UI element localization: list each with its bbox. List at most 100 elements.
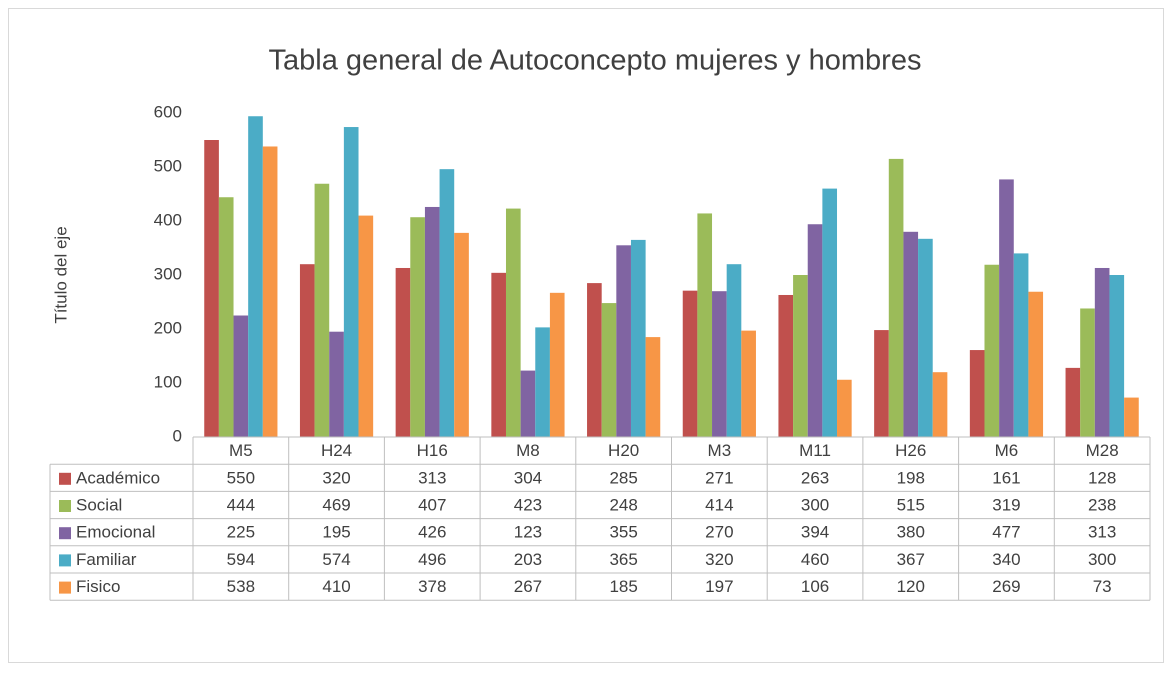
legend-label: Familiar	[76, 550, 137, 569]
legend-swatch	[59, 527, 71, 540]
bar	[587, 283, 602, 437]
table-value: 203	[514, 550, 542, 569]
bar	[793, 275, 808, 437]
table-value: 380	[897, 523, 925, 542]
y-tick-label: 100	[154, 372, 182, 391]
bar	[454, 232, 469, 437]
bar	[535, 327, 550, 437]
bar	[822, 188, 838, 437]
bar	[204, 140, 219, 437]
table-value: 550	[227, 468, 255, 487]
table-value: 594	[227, 550, 255, 569]
bar	[741, 330, 756, 437]
x-tick-label: M8	[516, 441, 540, 460]
table-value: 496	[418, 550, 446, 569]
bar	[1028, 291, 1044, 437]
bar	[682, 290, 698, 437]
table-value: 161	[992, 468, 1020, 487]
y-tick-label: 500	[154, 156, 182, 175]
table-value: 263	[801, 468, 829, 487]
table-value: 538	[227, 577, 255, 596]
bar	[343, 127, 359, 437]
table-value: 340	[992, 550, 1020, 569]
bar	[262, 146, 278, 438]
table-value: 407	[418, 495, 446, 514]
table-value: 313	[418, 468, 446, 487]
table-value: 269	[992, 577, 1020, 596]
chart-frame	[8, 8, 1164, 663]
bar	[697, 213, 713, 437]
table-value: 426	[418, 523, 446, 542]
table-value: 128	[1088, 468, 1116, 487]
table-value: 106	[801, 577, 829, 596]
table-value: 270	[705, 523, 733, 542]
bar	[601, 303, 617, 437]
table-value: 367	[897, 550, 925, 569]
bar	[645, 337, 661, 437]
bar	[778, 294, 794, 437]
table-value: 378	[418, 577, 446, 596]
table-value: 225	[227, 523, 255, 542]
y-tick-label: 400	[154, 210, 182, 229]
table-value: 423	[514, 495, 542, 514]
bar	[888, 158, 904, 437]
x-tick-label: M11	[799, 441, 831, 460]
table-value: 320	[322, 468, 350, 487]
table-value: 300	[1088, 550, 1116, 569]
table-value: 304	[514, 468, 542, 487]
bar	[918, 238, 933, 437]
table-value: 195	[322, 523, 350, 542]
y-tick-label: 300	[154, 264, 182, 283]
table-value: 444	[227, 495, 255, 514]
x-tick-label: H24	[321, 441, 352, 460]
table-value: 394	[801, 523, 829, 542]
x-tick-label: H20	[608, 441, 639, 460]
legend-swatch	[59, 500, 71, 512]
y-tick-label: 200	[154, 318, 182, 337]
legend-label: Fisico	[76, 577, 120, 596]
table-value: 515	[897, 495, 925, 514]
x-tick-label: M5	[229, 441, 253, 460]
bar	[1124, 397, 1139, 437]
x-tick-label: H16	[417, 441, 448, 460]
table-value: 410	[322, 577, 350, 596]
x-tick-label: H26	[895, 441, 926, 460]
table-value: 267	[514, 577, 542, 596]
bar	[439, 169, 455, 437]
table-value: 271	[705, 468, 733, 487]
bar	[837, 379, 852, 437]
table-value: 355	[609, 523, 637, 542]
bar	[1109, 275, 1125, 437]
table-value: 574	[322, 550, 350, 569]
chart-title: Tabla general de Autoconcepto mujeres y …	[269, 45, 922, 77]
table-value: 285	[609, 468, 637, 487]
bar	[1080, 308, 1095, 437]
legend-label: Social	[76, 495, 122, 514]
y-tick-label: 0	[173, 426, 182, 445]
y-axis-title: Título del eje	[51, 226, 70, 323]
bar	[712, 291, 727, 437]
bar	[630, 239, 646, 437]
bar	[410, 217, 425, 437]
table-value: 365	[609, 550, 637, 569]
table-value: 198	[897, 468, 925, 487]
legend-label: Emocional	[76, 523, 155, 542]
table-value: 123	[514, 523, 542, 542]
bar	[505, 208, 521, 437]
bar	[1065, 367, 1081, 437]
bar	[807, 224, 823, 437]
table-value: 120	[897, 577, 925, 596]
table-value: 73	[1093, 577, 1112, 596]
bar	[520, 370, 536, 437]
bar	[1094, 267, 1110, 437]
bar	[233, 315, 249, 437]
legend-swatch	[59, 472, 71, 485]
bar	[616, 245, 631, 437]
legend-swatch	[59, 554, 71, 567]
bar	[969, 350, 985, 437]
bar	[299, 264, 315, 437]
table-value: 185	[609, 577, 637, 596]
bar	[1013, 253, 1029, 437]
legend-label: Académico	[76, 468, 160, 487]
